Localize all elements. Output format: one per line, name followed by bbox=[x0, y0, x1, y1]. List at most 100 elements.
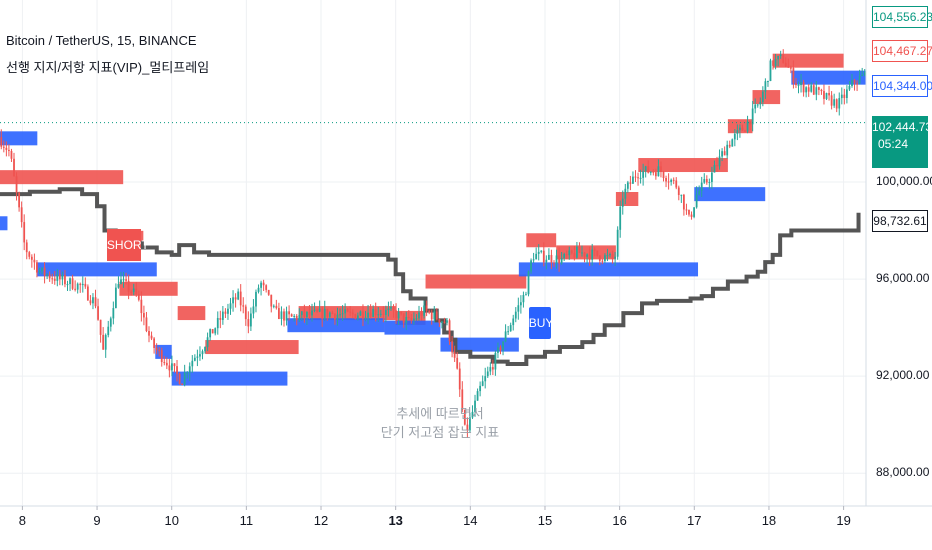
resistance-box bbox=[205, 340, 299, 355]
candle-body bbox=[430, 312, 433, 320]
candle-body bbox=[519, 302, 522, 306]
x-tick-label: 12 bbox=[313, 513, 329, 528]
candle-body bbox=[140, 299, 143, 314]
candle-body bbox=[237, 291, 240, 300]
candle-body bbox=[89, 300, 92, 304]
candle-body bbox=[244, 306, 247, 320]
candle-body bbox=[601, 260, 604, 262]
candle-body bbox=[423, 305, 425, 316]
candle-body bbox=[680, 194, 683, 196]
candle-body bbox=[540, 250, 543, 252]
candle-body bbox=[183, 372, 186, 385]
candle-body bbox=[726, 144, 729, 156]
candle-body bbox=[581, 252, 583, 254]
candle-body bbox=[522, 295, 525, 303]
x-tick-label: 18 bbox=[761, 513, 777, 528]
trend-line bbox=[0, 187, 861, 367]
candle-body bbox=[351, 312, 354, 315]
candle-body bbox=[802, 82, 805, 93]
candle-body bbox=[262, 282, 265, 286]
candle-body bbox=[476, 391, 479, 401]
candle-body bbox=[731, 139, 734, 147]
candle-body bbox=[456, 357, 459, 369]
candle-body bbox=[211, 329, 214, 334]
candle-body bbox=[718, 156, 721, 167]
signal-short: SHORT bbox=[106, 229, 149, 262]
candle-body bbox=[458, 368, 461, 390]
candle-body bbox=[15, 176, 18, 193]
candle-body bbox=[512, 318, 515, 326]
candle-body bbox=[316, 309, 319, 312]
candle-body bbox=[614, 256, 617, 259]
candle-body bbox=[247, 319, 250, 327]
candle-body bbox=[576, 246, 578, 258]
candle-body bbox=[94, 297, 97, 307]
candle-body bbox=[469, 417, 471, 431]
candle-body bbox=[494, 352, 497, 370]
candle-body bbox=[265, 285, 268, 290]
candle-body bbox=[591, 249, 594, 260]
candle-body bbox=[79, 283, 82, 286]
support-box bbox=[287, 318, 385, 333]
candle-body bbox=[137, 294, 140, 300]
x-tick-marks bbox=[21, 506, 845, 510]
support-box bbox=[171, 371, 288, 386]
candle-body bbox=[565, 254, 568, 256]
candle-body bbox=[405, 316, 408, 323]
candle-body bbox=[578, 246, 581, 253]
candle-body bbox=[168, 365, 171, 371]
candle-body bbox=[379, 313, 382, 315]
candle-body bbox=[441, 321, 443, 324]
candle-body bbox=[672, 179, 675, 181]
candle-body bbox=[10, 150, 13, 159]
trend-line-path bbox=[0, 187, 861, 367]
candle-body bbox=[573, 253, 576, 258]
x-tick-label: 10 bbox=[164, 513, 179, 528]
candle-body bbox=[486, 371, 489, 377]
candle-body bbox=[682, 194, 685, 210]
candle-body bbox=[568, 250, 571, 256]
candle-body bbox=[863, 72, 866, 75]
candles bbox=[0, 49, 866, 438]
candle-body bbox=[853, 80, 856, 84]
candle-body bbox=[181, 383, 184, 385]
candle-body bbox=[713, 165, 716, 173]
resistance-box bbox=[556, 245, 616, 260]
candle-body bbox=[471, 411, 474, 418]
candle-body bbox=[504, 331, 507, 342]
support-box bbox=[791, 70, 866, 85]
candle-body bbox=[56, 274, 59, 281]
candle-body bbox=[649, 171, 652, 173]
candle-body bbox=[8, 149, 10, 151]
candle-body bbox=[2, 146, 5, 148]
candle-body bbox=[688, 209, 690, 215]
candle-body bbox=[135, 288, 138, 295]
indicator-title: 선행 지지/저항 지표(VIP)_멀티프레임 bbox=[6, 60, 210, 75]
candle-body bbox=[461, 389, 464, 410]
candle-body bbox=[438, 319, 441, 324]
resistance-box bbox=[425, 274, 527, 289]
candle-body bbox=[326, 308, 329, 317]
candle-body bbox=[384, 309, 387, 315]
candle-body bbox=[257, 287, 260, 292]
x-tick-label: 16 bbox=[612, 513, 627, 528]
candle-body bbox=[446, 320, 448, 323]
candle-body bbox=[214, 328, 217, 334]
candle-body bbox=[252, 306, 255, 314]
candle-body bbox=[448, 320, 451, 342]
candle-body bbox=[800, 82, 802, 86]
candle-body bbox=[209, 329, 212, 338]
resistance-box bbox=[0, 170, 124, 185]
candle-body bbox=[372, 309, 375, 317]
candle-body bbox=[825, 92, 828, 99]
candle-body bbox=[341, 313, 344, 315]
candle-body bbox=[132, 288, 135, 293]
candle-body bbox=[856, 83, 858, 85]
candle-body bbox=[0, 137, 3, 147]
watermark-text: 추세에 따르면서 단기 저고점 잡는 지표 bbox=[380, 404, 500, 442]
candle-body bbox=[295, 315, 298, 321]
candle-body bbox=[392, 306, 395, 311]
candle-body bbox=[547, 254, 550, 260]
symbol-title: Bitcoin / TetherUS, 15, BINANCE bbox=[6, 33, 197, 48]
